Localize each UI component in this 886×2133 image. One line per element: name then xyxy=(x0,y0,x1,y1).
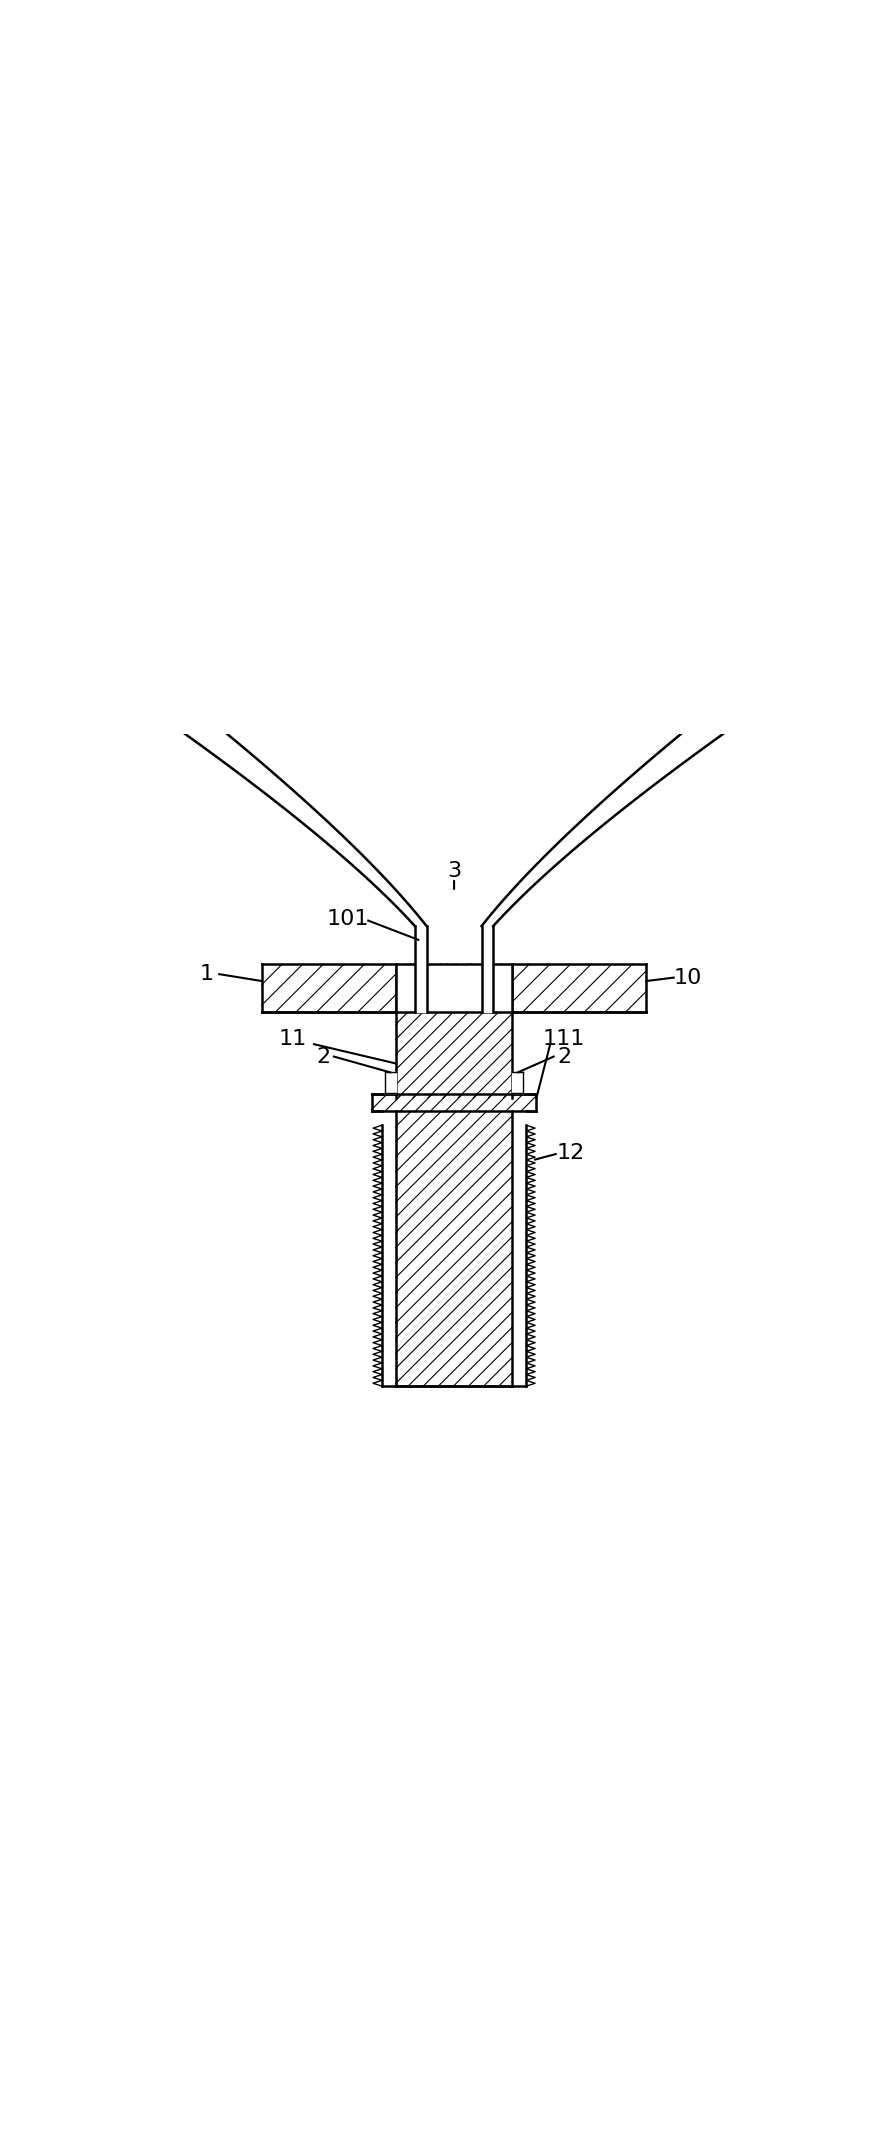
Text: 10: 10 xyxy=(673,968,702,988)
Text: 12: 12 xyxy=(556,1143,585,1162)
Text: 3: 3 xyxy=(447,862,461,881)
Text: 11: 11 xyxy=(278,1030,307,1049)
Text: 1: 1 xyxy=(200,964,214,983)
Text: 2: 2 xyxy=(557,1047,571,1066)
Text: 2: 2 xyxy=(316,1047,330,1066)
Text: 101: 101 xyxy=(326,909,369,930)
Text: 111: 111 xyxy=(543,1030,585,1049)
